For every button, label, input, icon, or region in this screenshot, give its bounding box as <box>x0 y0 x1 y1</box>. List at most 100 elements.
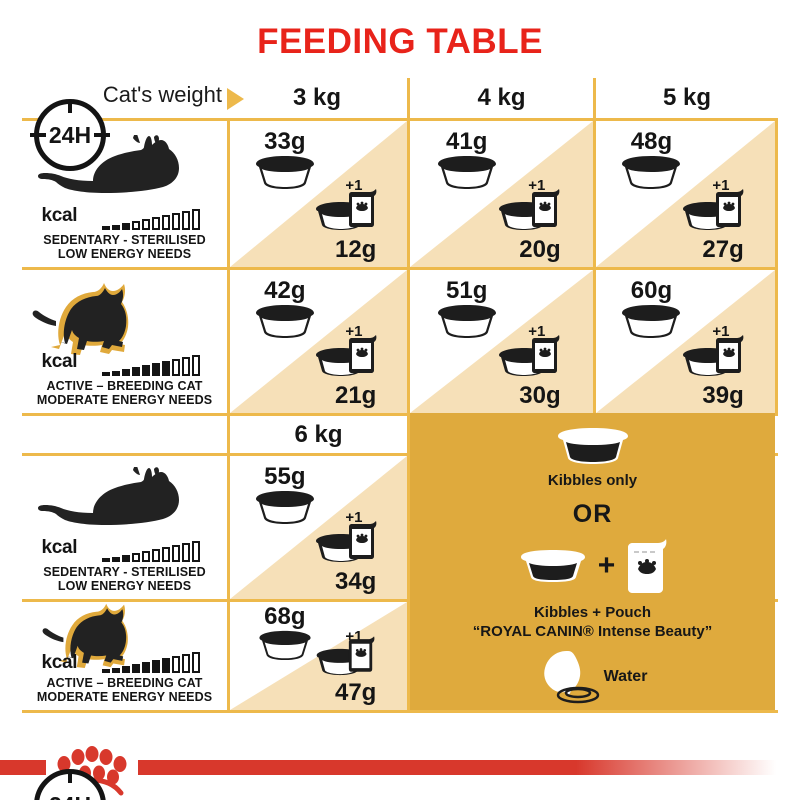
cell-sedentary-6kg: 55g +1 <box>230 456 407 599</box>
cat-walking-icon <box>32 281 217 355</box>
need-line-2: MODERATE ENERGY NEEDS <box>36 690 213 704</box>
kcal-label: kcal <box>41 205 78 226</box>
bowl-white-icon <box>557 428 628 464</box>
brand-red-bar <box>0 760 800 775</box>
grid-hline-1 <box>22 267 778 270</box>
cell-active-3kg: 42g +1 <box>230 270 407 413</box>
kcal-bar <box>161 361 170 376</box>
row-desc-sedentary-lower: 24H kcal <box>22 456 227 800</box>
kcal-bar <box>191 355 200 376</box>
header-col-6kg: 6 kg <box>230 416 407 453</box>
kcal-bar <box>181 654 190 673</box>
pouch-white-icon <box>628 539 667 593</box>
kcal-bar <box>161 658 170 673</box>
kcal-bar <box>121 369 130 376</box>
bowl-icon <box>255 156 314 189</box>
kibbles-amount: 55g <box>264 463 306 490</box>
cell-active-6kg: 68g +1 <box>230 602 407 710</box>
kcal-bar <box>131 664 140 673</box>
kibbles-amount: 60g <box>630 277 673 304</box>
pouch-icon <box>532 189 560 227</box>
kcal-bar <box>101 226 110 230</box>
kibbles-only-group: 55g <box>244 464 325 529</box>
header-col-5kg: 5 kg <box>662 84 712 111</box>
kcal-bar <box>191 541 200 562</box>
header-sep-2 <box>593 78 596 118</box>
grid-vline-u1 <box>407 121 410 413</box>
kcal-bar <box>171 545 180 562</box>
kcal-meter-sedentary-lower: kcal <box>30 537 220 563</box>
cell-sedentary-5kg: 48g +1 <box>596 121 775 267</box>
need-line-2: LOW ENERGY NEEDS <box>57 247 192 261</box>
table-grid: 24H kcal <box>22 99 778 800</box>
plus-one-label: +1 <box>345 509 363 526</box>
combo-amount: 20g <box>519 236 561 263</box>
kcal-bar <box>181 543 190 562</box>
row-desc-sedentary-upper: 24H kcal <box>22 99 227 267</box>
kcal-bar <box>151 217 160 230</box>
combo-amount: 47g <box>334 679 377 706</box>
panel-combo-row: + <box>518 539 668 593</box>
clock-24h-label: 24H <box>45 121 95 149</box>
kcal-bar <box>111 371 120 376</box>
grid-vline-desc-upper <box>227 121 230 413</box>
kcal-bar <box>191 652 200 673</box>
kcal-bar <box>111 225 120 230</box>
row-need-text-active-upper: ACTIVE – BREEDING CAT MODERATE ENERGY NE… <box>37 379 212 407</box>
bowl-icon <box>259 630 311 660</box>
pouch-icon <box>349 189 377 227</box>
kcal-bar <box>151 549 160 562</box>
kibbles-amount: 33g <box>264 128 306 155</box>
plus-one-label: +1 <box>345 177 363 194</box>
kcal-bars <box>101 541 200 562</box>
kcal-bar <box>131 553 140 562</box>
grid-hline-3 <box>22 453 778 456</box>
plus-one-label: +1 <box>712 323 730 340</box>
kcal-bar <box>151 363 160 376</box>
bowl-icon <box>622 156 681 189</box>
kibbles-pouch-group: +1 30g <box>494 323 586 409</box>
combo-amount: 21g <box>334 382 377 409</box>
kibbles-pouch-group: +1 47g <box>311 628 400 706</box>
kcal-bar <box>151 660 160 673</box>
clock-24h-label: 24H <box>45 791 95 800</box>
kibbles-amount: 41g <box>446 128 488 155</box>
kibbles-only-group: 33g <box>244 129 325 194</box>
combo-amount: 27g <box>702 236 744 263</box>
kcal-bar <box>111 668 120 673</box>
cat-lying-icon <box>32 467 217 541</box>
kibbles-pouch-group: +1 34g <box>311 509 400 595</box>
pouch-icon <box>349 335 377 373</box>
combo-amount: 30g <box>519 382 561 409</box>
panel-combo-line-2: “ROYAL CANIN® Intense Beauty” <box>472 623 713 640</box>
need-line-1: SEDENTARY - STERILISED <box>43 233 206 247</box>
kcal-label: kcal <box>41 537 78 558</box>
panel-plus-label: + <box>597 549 616 582</box>
kcal-bar <box>141 662 150 673</box>
kibbles-only-group: 51g <box>425 278 509 343</box>
kcal-label: kcal <box>41 351 78 372</box>
grid-vline-u-right <box>775 121 778 413</box>
kcal-bar <box>121 223 130 230</box>
kcal-bar <box>121 555 130 562</box>
kcal-bar <box>171 213 180 230</box>
kcal-bar <box>171 656 180 673</box>
plus-one-label: +1 <box>712 177 730 194</box>
row-desc-active-lower: kcal ACTIVE – BREEDI <box>22 602 227 710</box>
kcal-bar <box>161 215 170 230</box>
kcal-bar <box>161 547 170 562</box>
grid-vline-desc-lower <box>227 413 230 710</box>
kcal-bar <box>141 219 150 230</box>
kcal-label: kcal <box>41 651 78 673</box>
table-header-row: Cat's weight 3 kg 4 kg 5 kg <box>22 78 778 118</box>
cell-active-5kg: 60g +1 <box>596 270 775 413</box>
kcal-meter-active-upper: kcal <box>30 351 220 377</box>
header-col-3kg: 3 kg <box>292 84 342 111</box>
combo-amount: 12g <box>334 236 377 263</box>
panel-water-label: Water <box>603 668 648 685</box>
pouch-icon <box>532 335 560 373</box>
kibbles-only-group: 48g <box>610 129 692 194</box>
kibbles-amount: 42g <box>264 277 306 304</box>
kibbles-only-group: 60g <box>610 278 692 343</box>
